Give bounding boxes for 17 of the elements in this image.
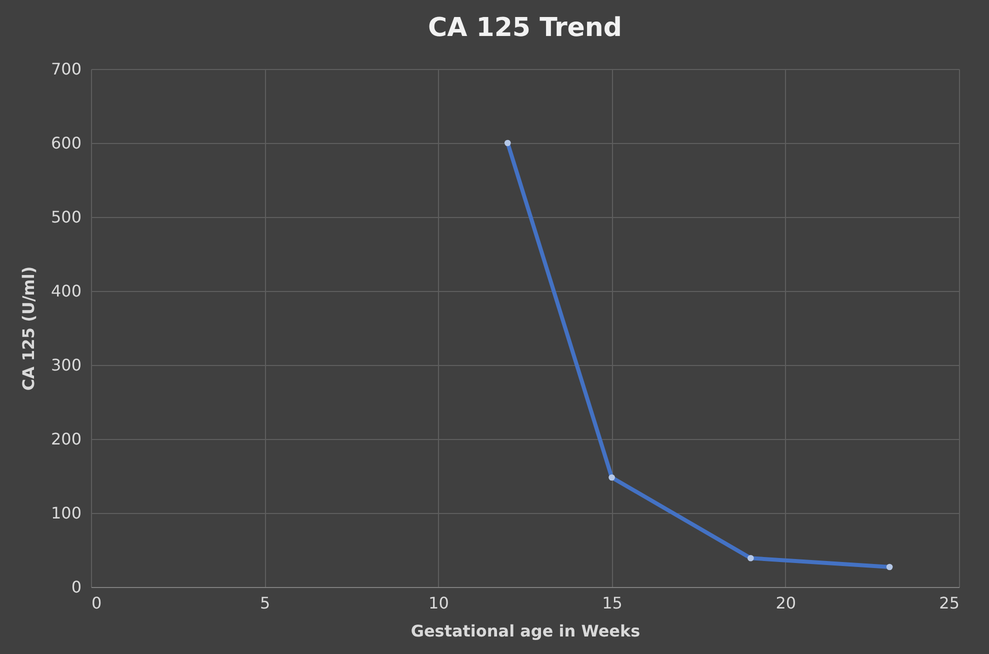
y-tick-label: 300 bbox=[50, 356, 82, 374]
x-tick-label: 10 bbox=[428, 594, 449, 612]
chart-title: CA 125 Trend bbox=[428, 13, 622, 43]
x-axis-title: Gestational age in Weeks bbox=[410, 622, 640, 640]
y-tick-label: 400 bbox=[50, 282, 82, 300]
y-tick-label: 0 bbox=[71, 578, 82, 596]
x-tick-label: 25 bbox=[939, 594, 960, 612]
y-tick-label: 600 bbox=[50, 134, 82, 152]
y-tick-label: 500 bbox=[50, 208, 82, 226]
y-axis-title: CA 125 (U/ml) bbox=[18, 266, 38, 391]
x-tick-label: 20 bbox=[776, 594, 796, 612]
y-tick-label: 700 bbox=[50, 60, 82, 78]
y-tick-label: 100 bbox=[50, 504, 82, 522]
x-tick-label: 5 bbox=[260, 594, 270, 612]
x-tick-label: 15 bbox=[602, 594, 622, 612]
x-tick-label: 0 bbox=[92, 594, 102, 612]
y-tick-label: 200 bbox=[50, 430, 82, 448]
